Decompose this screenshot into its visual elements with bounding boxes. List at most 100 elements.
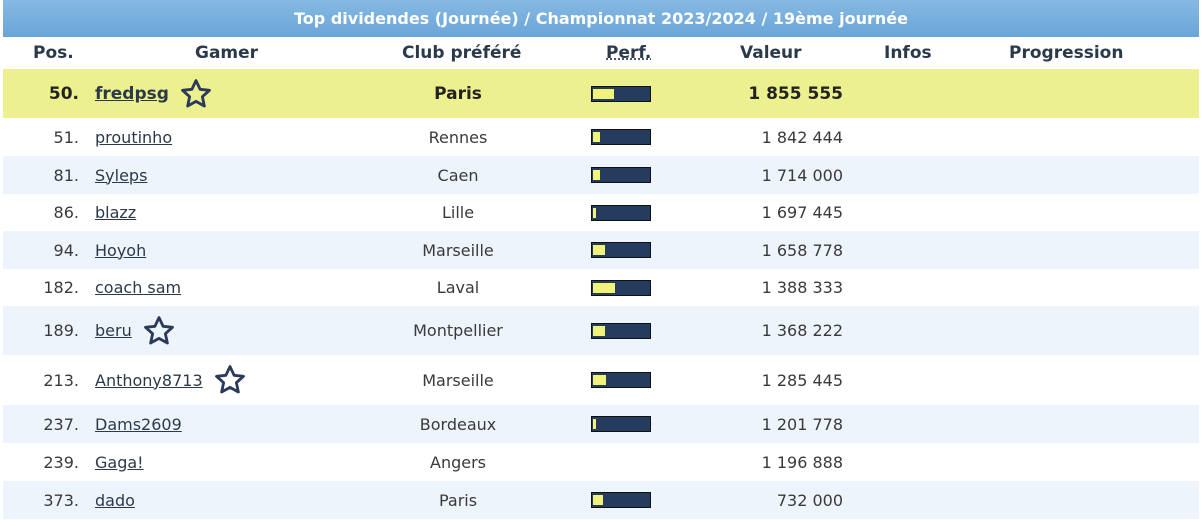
perf-bar-fill [593, 170, 600, 180]
gamer-link[interactable]: dado [95, 490, 135, 510]
row-perf [591, 118, 653, 156]
gamer-link[interactable]: coach sam [95, 278, 182, 297]
perf-bar [591, 129, 651, 145]
perf-bar [591, 204, 651, 221]
perf-bar [591, 167, 651, 183]
row-club: Paris [438, 490, 478, 510]
row-perf [591, 69, 653, 118]
row-gamer: fredpsg [95, 69, 375, 118]
col-infos: Infos [884, 43, 932, 63]
row-gamer: dado [95, 481, 375, 519]
table-row: 182. coach sam Laval 1 388 333 [3, 269, 1199, 306]
col-club: Club préféré [402, 43, 522, 63]
perf-bar-fill [593, 88, 614, 99]
row-position: 94. [53, 240, 79, 260]
star-icon[interactable] [213, 363, 247, 397]
perf-bar-fill [593, 282, 615, 293]
star-icon[interactable] [142, 314, 176, 348]
row-gamer: Syleps [95, 156, 375, 194]
table-row: 237. Dams2609 Bordeaux 1 201 778 [3, 405, 1199, 443]
perf-bar [591, 416, 651, 432]
gamer-link[interactable]: Syleps [95, 165, 148, 185]
perf-bar-fill [593, 419, 596, 429]
perf-bar [591, 322, 651, 339]
table-row: 373. dado Paris 732 000 [3, 481, 1199, 519]
row-gamer: coach sam [95, 269, 375, 306]
row-valeur: 1 285 445 [761, 370, 843, 390]
row-position: 373. [43, 490, 79, 510]
table-row: 50. fredpsg Paris 1 855 555 [3, 69, 1199, 118]
table-row: 189. beru Montpellier 1 368 222 [3, 306, 1199, 355]
row-perf [591, 194, 653, 231]
row-position: 213. [43, 370, 79, 390]
row-club: Bordeaux [419, 414, 497, 434]
table-row: 239. Gaga! Angers 1 196 888 [3, 443, 1199, 481]
perf-bar [591, 85, 651, 102]
row-position: 50. [48, 83, 79, 104]
perf-bar-fill [593, 495, 603, 505]
row-club: Angers [430, 452, 486, 472]
perf-bar [591, 492, 651, 508]
row-valeur: 1 714 000 [761, 165, 843, 185]
row-position: 51. [53, 127, 79, 147]
row-club: Caen [437, 165, 479, 185]
row-gamer: Hoyoh [95, 231, 375, 269]
row-perf [591, 269, 653, 306]
gamer-link[interactable]: Gaga! [95, 452, 144, 472]
gamer-link[interactable]: Dams2609 [95, 414, 182, 434]
perf-bar [591, 372, 651, 388]
row-perf [591, 306, 653, 355]
col-perf[interactable]: Perf. [606, 43, 652, 63]
table-row: 94. Hoyoh Marseille 1 658 778 [3, 231, 1199, 269]
row-valeur: 1 201 778 [761, 414, 843, 434]
table-row: 213. Anthony8713 Marseille 1 285 445 [3, 355, 1199, 405]
row-club: Marseille [422, 370, 494, 390]
perf-bar-fill [593, 375, 606, 385]
perf-bar [591, 242, 651, 258]
row-gamer: proutinho [95, 118, 375, 156]
row-valeur: 732 000 [776, 490, 843, 510]
row-valeur: 1 697 445 [761, 203, 843, 222]
perf-bar-fill [593, 245, 605, 255]
gamer-link[interactable]: blazz [95, 203, 137, 222]
star-icon[interactable] [179, 77, 213, 111]
row-perf [591, 231, 653, 269]
row-position: 239. [43, 452, 79, 472]
row-valeur: 1 658 778 [761, 240, 843, 260]
row-position: 237. [43, 414, 79, 434]
perf-bar [591, 279, 651, 296]
row-perf [591, 481, 653, 519]
row-gamer: blazz [95, 194, 375, 231]
gamer-link[interactable]: Anthony8713 [95, 370, 203, 390]
row-valeur: 1 842 444 [761, 127, 843, 147]
row-club: Paris [434, 83, 482, 104]
row-perf [591, 443, 653, 481]
row-club: Rennes [428, 127, 488, 147]
row-gamer: beru [95, 306, 375, 355]
gamer-link[interactable]: proutinho [95, 127, 173, 147]
perf-bar-fill [593, 207, 596, 218]
row-perf [591, 355, 653, 405]
row-valeur: 1 196 888 [761, 452, 843, 472]
row-position: 189. [43, 321, 79, 340]
row-perf [591, 405, 653, 443]
row-position: 182. [43, 278, 79, 297]
panel-title: Top dividendes (Journée) / Championnat 2… [3, 0, 1199, 37]
perf-bar-fill [593, 132, 600, 142]
row-gamer: Gaga! [95, 443, 375, 481]
col-progression: Progression [1009, 43, 1124, 63]
gamer-link[interactable]: Hoyoh [95, 240, 147, 260]
gamer-link[interactable]: beru [95, 321, 132, 340]
row-club: Lille [441, 203, 475, 222]
col-pos: Pos. [33, 43, 74, 63]
row-valeur: 1 368 222 [761, 321, 843, 340]
row-gamer: Dams2609 [95, 405, 375, 443]
table-row: 51. proutinho Rennes 1 842 444 [3, 118, 1199, 156]
gamer-link[interactable]: fredpsg [95, 83, 169, 104]
perf-bar-fill [593, 325, 605, 336]
row-position: 81. [53, 165, 79, 185]
row-club: Laval [436, 278, 480, 297]
col-gamer: Gamer [195, 43, 259, 63]
row-gamer: Anthony8713 [95, 355, 375, 405]
